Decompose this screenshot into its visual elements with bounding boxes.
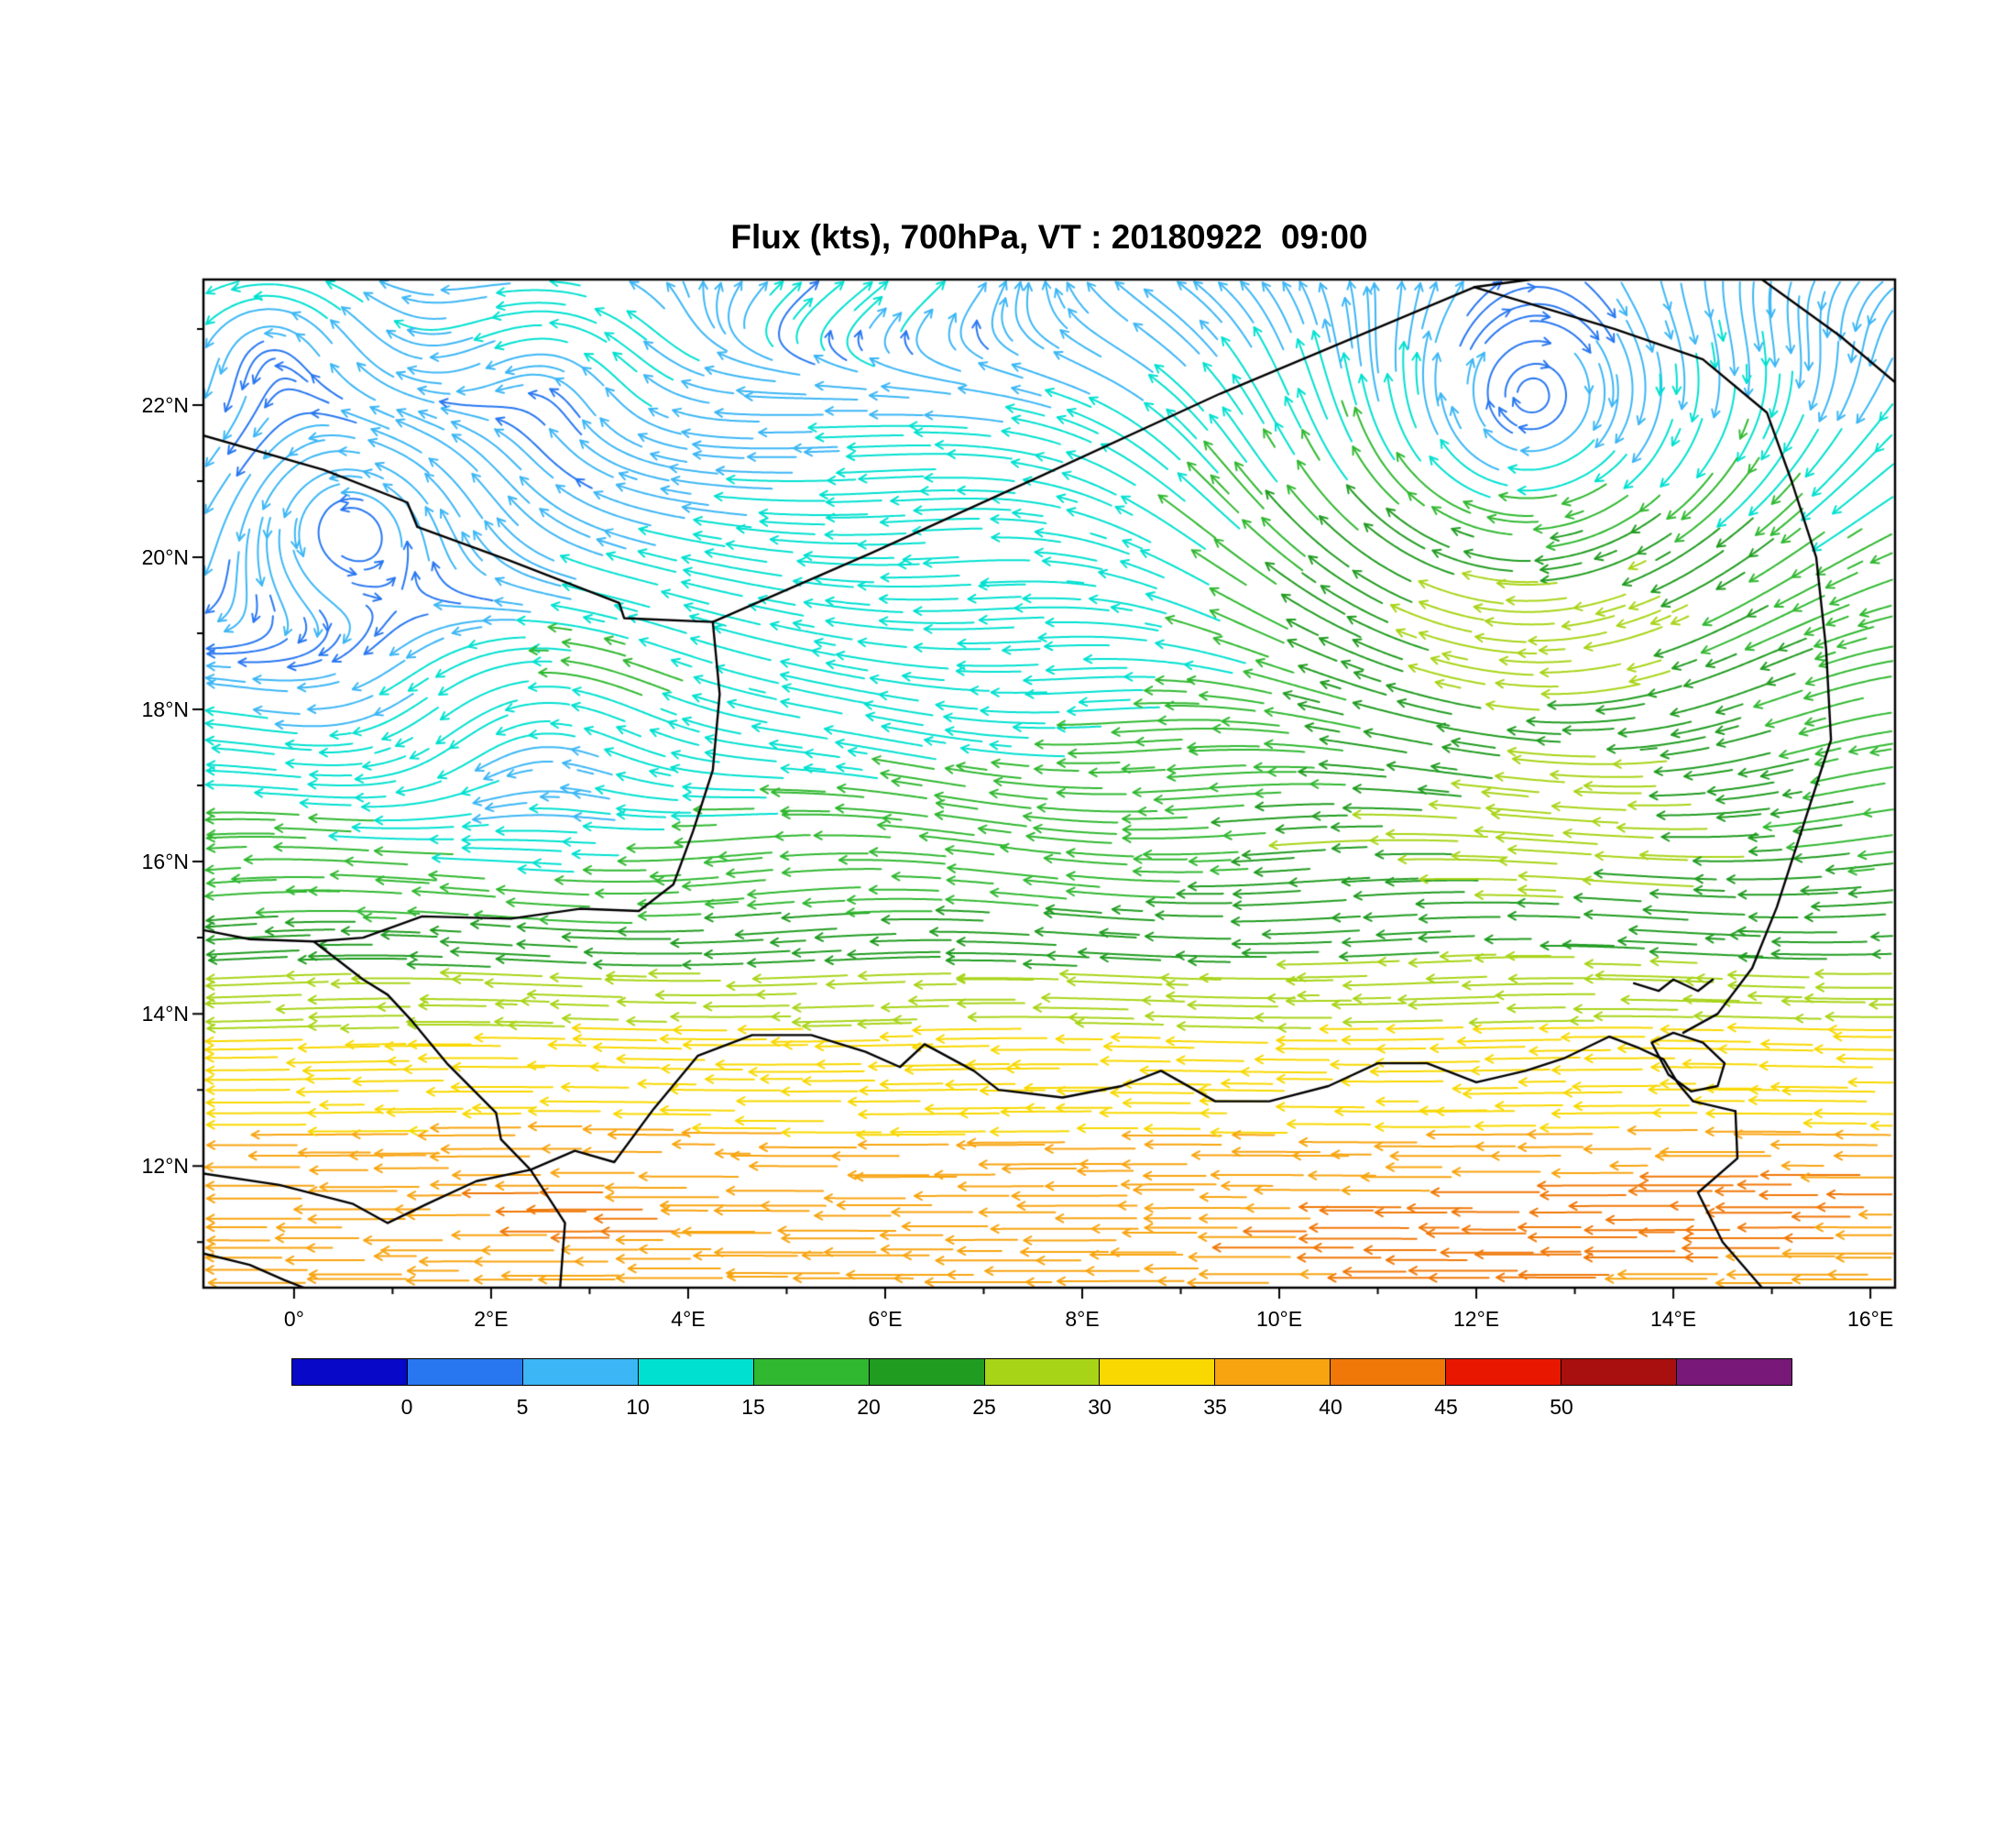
colorbar-label: 20 — [857, 1395, 881, 1419]
colorbar-segment — [869, 1359, 985, 1385]
colorbar-segment — [292, 1359, 408, 1385]
colorbar-segment — [1215, 1359, 1331, 1385]
colorbar-label: 10 — [626, 1395, 650, 1419]
colorbar-segment — [1331, 1359, 1447, 1385]
colorbar-segment — [407, 1359, 523, 1385]
colorbar-label: 15 — [741, 1395, 765, 1419]
colorbar-segment — [638, 1359, 754, 1385]
colorbar-label: 35 — [1203, 1395, 1227, 1419]
colorbar-label: 25 — [972, 1395, 996, 1419]
colorbar-segment — [984, 1359, 1101, 1385]
colorbar-label: 5 — [516, 1395, 529, 1419]
colorbar-segment — [1446, 1359, 1562, 1385]
colorbar-label: 30 — [1088, 1395, 1112, 1419]
colorbar-segment — [1100, 1359, 1216, 1385]
colorbar-segment — [1677, 1359, 1791, 1385]
colorbar-segment — [522, 1359, 639, 1385]
colorbar-segment — [753, 1359, 870, 1385]
colorbar — [291, 1358, 1792, 1386]
chart-title: Flux (kts), 700hPa, VT : 20180922 09:00 — [730, 218, 1368, 256]
colorbar-label: 40 — [1319, 1395, 1342, 1419]
colorbar-label: 50 — [1550, 1395, 1573, 1419]
colorbar-segment — [1561, 1359, 1678, 1385]
colorbar-label: 45 — [1434, 1395, 1458, 1419]
colorbar-label: 0 — [400, 1395, 413, 1419]
